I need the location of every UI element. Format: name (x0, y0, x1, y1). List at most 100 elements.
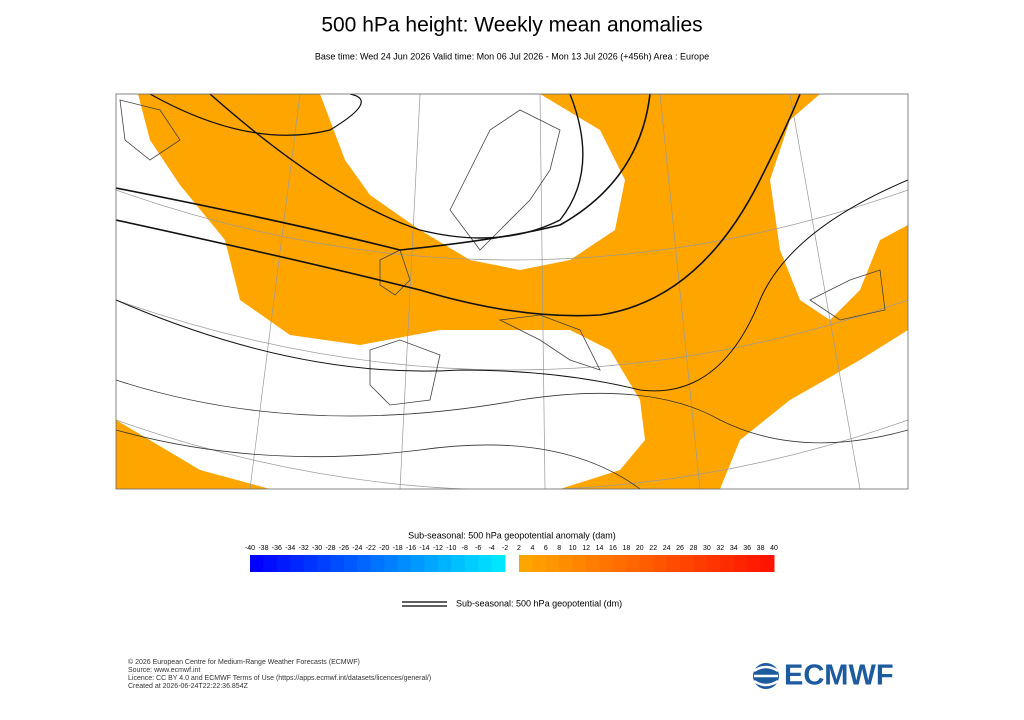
colorbar-tick-label: -30 (312, 545, 322, 552)
colorbar-segment (263, 555, 278, 572)
colorbar-segment (733, 555, 748, 572)
colorbar-segment (706, 555, 721, 572)
colorbar-tick-label: 20 (636, 545, 644, 552)
colorbar-tick-label: 40 (770, 545, 778, 552)
subtitle: Base time: Wed 24 Jun 2026 Valid time: M… (315, 51, 709, 61)
colorbar-tick-label: -26 (339, 545, 349, 552)
height-contours (116, 94, 908, 489)
colorbar-tick-label: -20 (379, 545, 389, 552)
colorbar-tick-label: 36 (743, 545, 751, 552)
colorbar-tick-label: -14 (419, 545, 429, 552)
colorbar-segment (397, 555, 412, 572)
colorbar-segment (720, 555, 735, 572)
title: 500 hPa height: Weekly mean anomalies (321, 14, 702, 37)
colorbar-title: Sub-seasonal: 500 hPa geopotential anoma… (408, 530, 616, 540)
colorbar-segment (519, 555, 533, 572)
colorbar-tick-label: -40 (245, 545, 255, 552)
colorbar-tick-label: 4 (530, 545, 534, 552)
colorbar-segment (586, 555, 601, 572)
colorbar-tick-label: -32 (299, 545, 309, 552)
colorbar-tick-label: 2 (517, 545, 521, 552)
colorbar-tick-label: 14 (596, 545, 604, 552)
colorbar-tick-label: 28 (690, 545, 698, 552)
colorbar-tick-label: -16 (406, 545, 416, 552)
neutral-area (116, 94, 645, 489)
neutral-area (320, 94, 625, 270)
colorbar-tick-label: 32 (716, 545, 724, 552)
colorbar-tick-label: -34 (285, 545, 295, 552)
colorbar-tick-label: -22 (366, 545, 376, 552)
colorbar-segment (666, 555, 681, 572)
colorbar-segment (478, 555, 493, 572)
colorbar-segment (370, 555, 385, 572)
colorbar-tick-label: 34 (730, 545, 738, 552)
colorbar-segment (343, 555, 358, 572)
colorbar-tick-label: -12 (433, 545, 443, 552)
colorbar-segment (612, 555, 627, 572)
colorbar-tick-label: -6 (475, 545, 481, 552)
footer-line: Created at 2026-06-24T22:22:36.854Z (128, 683, 249, 690)
colorbar-segment (653, 555, 668, 572)
colorbar-tick-label: 10 (569, 545, 577, 552)
colorbar-segment (559, 555, 574, 572)
colorbar-tick-label: 18 (622, 545, 630, 552)
colorbar-tick-label: -4 (488, 545, 494, 552)
colorbar-tick-label: -2 (502, 545, 508, 552)
colorbar-segment (545, 555, 560, 572)
colorbar-segment (357, 555, 372, 572)
colorbar-segment (626, 555, 641, 572)
colorbar-segment (451, 555, 466, 572)
colorbar-segment (491, 555, 506, 572)
colorbar-segment (464, 555, 479, 572)
footer-line: Licence: CC BY 4.0 and ECMWF Terms of Us… (128, 675, 431, 682)
colorbar-tick-label: 26 (676, 545, 684, 552)
colorbar-segment (384, 555, 399, 572)
colorbar-tick-label: 12 (582, 545, 590, 552)
colorbar-tick-label: -18 (393, 545, 403, 552)
legend-label: Sub-seasonal: 500 hPa geopotential (dm) (456, 598, 622, 608)
colorbar-segment (303, 555, 318, 572)
colorbar-segment (276, 555, 291, 572)
colorbar-tick-label: -10 (446, 545, 456, 552)
neutral-area (770, 94, 908, 320)
colorbar-segment (437, 555, 452, 572)
colorbar-segment (747, 555, 762, 572)
colorbar-segment (693, 555, 708, 572)
colorbar-tick-label: -8 (462, 545, 468, 552)
colorbar-tick-label: -36 (272, 545, 282, 552)
colorbar-segment (330, 555, 345, 572)
map (115, 93, 909, 490)
colorbar-segment (250, 555, 264, 572)
colorbar-segment (599, 555, 614, 572)
colorbar-tick-label: -28 (325, 545, 335, 552)
colorbar-segment (760, 555, 775, 572)
colorbar-segment (639, 555, 654, 572)
colorbar-tick-label: 16 (609, 545, 617, 552)
graticule (116, 94, 908, 489)
logo: ECMWF (753, 660, 894, 692)
colorbar-tick-label: 24 (663, 545, 671, 552)
colorbar-segment (680, 555, 694, 572)
colorbar-tick-label: 6 (544, 545, 548, 552)
colorbar-segment (290, 555, 305, 572)
colorbar-tick-label: -38 (258, 545, 268, 552)
colorbar: -40 -38 -36 -34 -32 -30 -28 -26 -24 -22 -20 -18 -16-… (245, 545, 778, 572)
map-frame (115, 93, 909, 490)
colorbar-tick-label: 38 (757, 545, 765, 552)
colorbar-tick-label: 30 (703, 545, 711, 552)
neutral-area (720, 330, 908, 489)
footer-line: © 2026 European Centre for Medium-Range … (128, 658, 360, 666)
colorbar-segment (532, 555, 547, 572)
logo-text: ECMWF (784, 660, 894, 692)
footer-line: Source: www.ecmwf.int (128, 667, 200, 674)
colorbar-segment (572, 555, 587, 572)
colorbar-tick-label: 8 (557, 545, 561, 552)
colorbar-tick-label: 22 (649, 545, 657, 552)
colorbar-tick-label: -24 (352, 545, 362, 552)
colorbar-segment (411, 555, 425, 572)
colorbar-segment (424, 555, 439, 572)
footer: © 2026 European Centre for Medium-Range … (128, 658, 431, 690)
colorbar-segment (317, 555, 332, 572)
coastline (119, 99, 886, 406)
